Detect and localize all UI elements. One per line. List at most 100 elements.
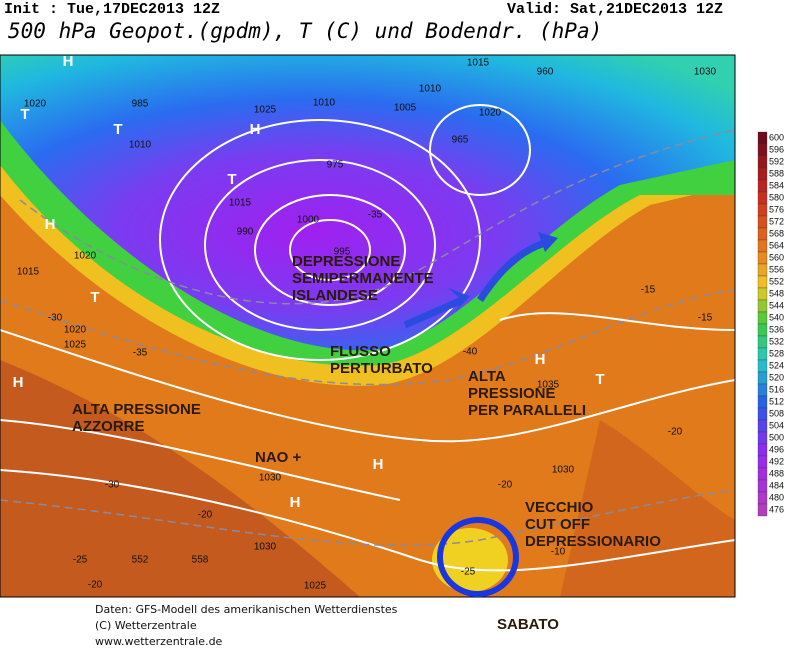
contour-label: -20	[88, 580, 103, 591]
contour-label: 1030	[694, 67, 717, 78]
legend-swatch	[757, 167, 768, 181]
legend-swatch	[757, 407, 768, 421]
legend-swatch	[757, 443, 768, 457]
contour-label: 1020	[64, 325, 87, 336]
contour-label: 985	[132, 99, 149, 110]
legend-label: 544	[769, 300, 784, 310]
contour-label: -30	[105, 480, 120, 491]
annotation-text: ALTA PRESSIONE	[72, 401, 201, 418]
legend-label: 488	[769, 468, 784, 478]
annotation-text: PER PARALLELI	[468, 402, 586, 419]
pressure-center: T	[90, 289, 99, 306]
contour-label: 995	[334, 247, 351, 258]
temp-isolines	[0, 129, 736, 547]
legend-swatch	[757, 383, 768, 397]
pressure-center: T	[113, 121, 122, 138]
annotation-shapes	[403, 232, 558, 597]
legend-swatch	[757, 263, 768, 277]
annotation-text: PERTURBATO	[330, 360, 433, 377]
contour-label: 1030	[259, 473, 282, 484]
color-legend: 600 596 592 588 584 580 576 572 568 564 560 556 552 5…	[757, 131, 784, 517]
contour-label: 552	[132, 555, 149, 566]
legend-swatch	[757, 143, 768, 157]
pressure-center: H	[13, 374, 24, 391]
footer-line: Daten: GFS-Modell des amerikanischen Wet…	[95, 603, 398, 616]
contour-label: 1015	[467, 58, 490, 69]
contour-label: 990	[237, 227, 254, 238]
legend-label: 508	[769, 408, 784, 418]
contour-label: 1010	[419, 84, 442, 95]
contour-label: -20	[668, 427, 683, 438]
legend-swatch	[757, 491, 768, 505]
legend-swatch	[757, 455, 768, 469]
footer-line: (C) Wetterzentrale	[95, 619, 197, 632]
legend-label: 580	[769, 192, 784, 202]
contour-label: 1015	[229, 198, 252, 209]
annotation-text: SEMIPERMANENTE	[292, 270, 434, 287]
legend-swatch	[757, 239, 768, 253]
contour-label: 1030	[254, 542, 277, 553]
valid-time: Valid: Sat,21DEC2013 12Z	[507, 1, 723, 18]
annotation-text: DEPRESSIONARIO	[525, 533, 661, 550]
pressure-center: T	[20, 106, 29, 123]
legend-swatch	[757, 431, 768, 445]
legend-label: 540	[769, 312, 784, 322]
legend-swatch	[757, 299, 768, 313]
contour-label: -30	[48, 313, 63, 324]
legend-label: 572	[769, 216, 784, 226]
legend-label: 584	[769, 180, 784, 190]
contour-label: 1000	[297, 215, 320, 226]
legend-swatch	[757, 215, 768, 229]
legend-swatch	[757, 503, 768, 517]
legend-swatch	[757, 335, 768, 349]
legend-label: 552	[769, 276, 784, 286]
legend-label: 512	[769, 396, 784, 406]
map-title: 500 hPa Geopot.(gpdm), T (C) und Bodendr…	[8, 19, 602, 43]
isobars	[0, 104, 736, 572]
contour-label: 975	[327, 160, 344, 171]
legend-swatch	[757, 479, 768, 493]
legend-swatch	[757, 251, 768, 265]
legend-swatch	[757, 227, 768, 241]
pressure-center: H	[535, 351, 546, 368]
legend-label: 560	[769, 252, 784, 262]
legend-swatch	[757, 203, 768, 217]
annotation-text: SABATO	[497, 616, 559, 633]
legend-label: 504	[769, 420, 784, 430]
contour-label: 1025	[64, 340, 87, 351]
legend-label: 588	[769, 168, 784, 178]
legend-label: 500	[769, 432, 784, 442]
contour-label: 1010	[313, 98, 336, 109]
contour-label: 965	[452, 135, 469, 146]
legend-label: 592	[769, 156, 784, 166]
legend-label: 480	[769, 492, 784, 502]
legend-swatch	[757, 275, 768, 289]
legend-swatch	[757, 419, 768, 433]
legend-label: 484	[769, 480, 784, 490]
contour-label: 558	[192, 555, 209, 566]
contour-label: 1020	[479, 108, 502, 119]
annotation-text: CUT OFF	[525, 516, 590, 533]
legend-swatch	[757, 371, 768, 385]
footer-line: www.wetterzentrale.de	[95, 635, 223, 648]
legend-swatch	[757, 395, 768, 409]
annotation-text: ISLANDESE	[292, 287, 378, 304]
contour-label: 1020	[74, 251, 97, 262]
contour-label: 1025	[254, 105, 277, 116]
pressure-center: T	[595, 371, 604, 388]
contour-label: 1010	[129, 140, 152, 151]
map-labels: HTHTTHTHHHHT1020101010201015102010251030…	[13, 53, 717, 592]
pressure-center: H	[63, 53, 74, 70]
contour-label: 960	[537, 67, 554, 78]
legend-label: 548	[769, 288, 784, 298]
contour-label: 1020	[24, 99, 47, 110]
legend-label: 492	[769, 456, 784, 466]
contour-label: 1035	[537, 380, 560, 391]
footer: Daten: GFS-Modell des amerikanischen Wet…	[95, 603, 398, 648]
annotation-text: PRESSIONE	[468, 385, 556, 402]
pressure-center: H	[250, 121, 261, 138]
contour-label: 1030	[552, 465, 575, 476]
contour-label: -25	[461, 567, 476, 578]
